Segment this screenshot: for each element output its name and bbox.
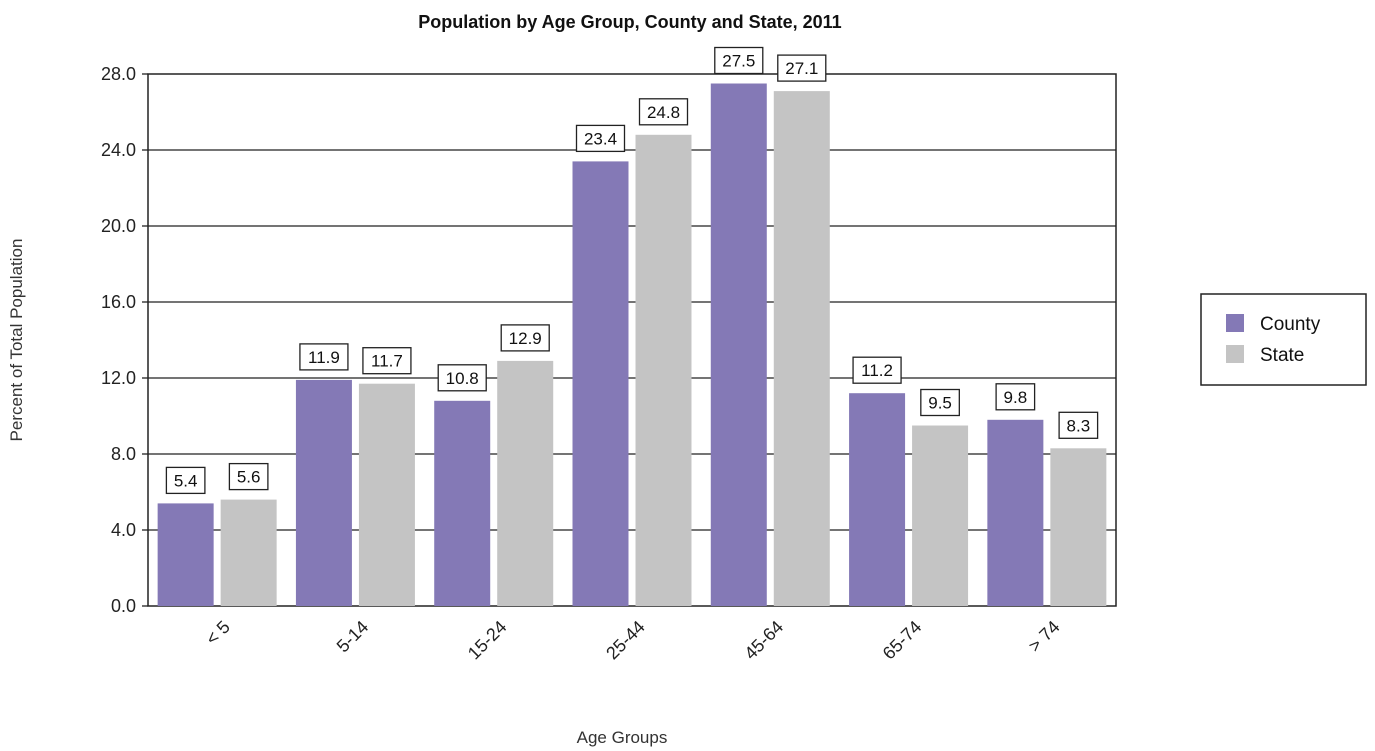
y-tick-label: 24.0	[101, 140, 136, 160]
y-tick-label: 0.0	[111, 596, 136, 616]
data-label-box	[165, 466, 206, 495]
data-label-state: 24.8	[647, 103, 680, 122]
data-label-box	[500, 324, 550, 352]
bar-state	[635, 134, 692, 607]
plot-area: 0.0 4.0 8.0 12.0 16.0 20.0 24.0 28.0 5.4 5.6 11.9…	[101, 46, 1117, 664]
legend-label-state: State	[1260, 345, 1304, 366]
y-tick-label: 12.0	[101, 368, 136, 388]
chart-title: Population by Age Group, County and Stat…	[418, 12, 841, 32]
y-tick-label: 8.0	[111, 444, 136, 464]
bars	[157, 83, 1107, 607]
y-axis-label: Percent of Total Population	[7, 239, 26, 442]
x-tick-label: 5-14	[333, 617, 373, 657]
bar-state	[220, 499, 277, 606]
bar-state	[1050, 448, 1107, 606]
bar-county	[710, 83, 767, 606]
x-tick-label: 15-24	[464, 617, 511, 664]
bar-county	[295, 379, 352, 606]
y-tick-label: 20.0	[101, 216, 136, 236]
data-label-county: 11.9	[308, 348, 340, 367]
data-label-box	[437, 364, 487, 392]
data-label-box	[995, 383, 1036, 411]
data-label-state: 27.1	[785, 59, 818, 78]
x-tick-label: 65-74	[879, 617, 926, 664]
bar-state	[773, 91, 830, 607]
legend-swatch-county	[1226, 314, 1244, 332]
data-label-box	[920, 388, 960, 417]
bar-state	[497, 360, 554, 606]
x-tick-label: < 5	[202, 617, 234, 649]
data-label-box	[777, 54, 827, 82]
y-tick-label: 28.0	[101, 64, 136, 84]
bar-county	[434, 400, 491, 606]
bar-county	[572, 161, 629, 606]
bar-county	[987, 419, 1044, 606]
y-tick-label: 4.0	[111, 520, 136, 540]
data-label-county: 5.4	[174, 471, 198, 490]
bar-county	[157, 503, 214, 606]
plot-frame	[147, 73, 1117, 607]
data-label-county: 10.8	[446, 369, 479, 388]
data-label-box	[852, 356, 902, 384]
data-labels: 5.4 5.6 11.9 11.7 10.8 12.9 23.4 24.8 27.5 27.1 11…	[165, 46, 1099, 495]
legend: County State	[1200, 293, 1367, 386]
data-label-county: 11.2	[861, 361, 893, 380]
y-tick-label: 16.0	[101, 292, 136, 312]
bar-state	[912, 425, 969, 606]
data-label-box	[228, 462, 269, 491]
x-tick-label: 45-64	[740, 617, 787, 664]
data-label-box	[362, 347, 412, 375]
data-label-state: 11.7	[371, 352, 403, 371]
x-axis-label: Age Groups	[577, 728, 668, 747]
data-label-county: 27.5	[722, 52, 755, 71]
data-label-box	[638, 98, 689, 126]
legend-label-county: County	[1260, 314, 1321, 335]
y-axis-ticks: 0.0 4.0 8.0 12.0 16.0 20.0 24.0 28.0	[101, 64, 148, 616]
data-label-state: 8.3	[1067, 416, 1091, 435]
bar-county	[849, 393, 906, 606]
data-label-state: 5.6	[237, 468, 261, 487]
data-label-county: 23.4	[584, 129, 617, 148]
data-label-state: 12.9	[509, 329, 542, 348]
data-label-box	[714, 46, 764, 75]
data-label-state: 9.5	[928, 394, 952, 413]
data-label-box	[575, 124, 626, 153]
legend-box	[1200, 293, 1367, 386]
data-label-county: 9.8	[1004, 388, 1028, 407]
x-tick-label: 25-44	[602, 617, 649, 664]
data-label-box	[299, 343, 349, 371]
legend-swatch-state	[1226, 345, 1244, 363]
data-label-box	[1058, 411, 1099, 439]
bar-state	[358, 383, 415, 606]
x-axis-ticks: < 5 5-14 15-24 25-44 45-64 65-74 > 74	[202, 617, 1064, 664]
x-tick-label: > 74	[1024, 617, 1063, 656]
